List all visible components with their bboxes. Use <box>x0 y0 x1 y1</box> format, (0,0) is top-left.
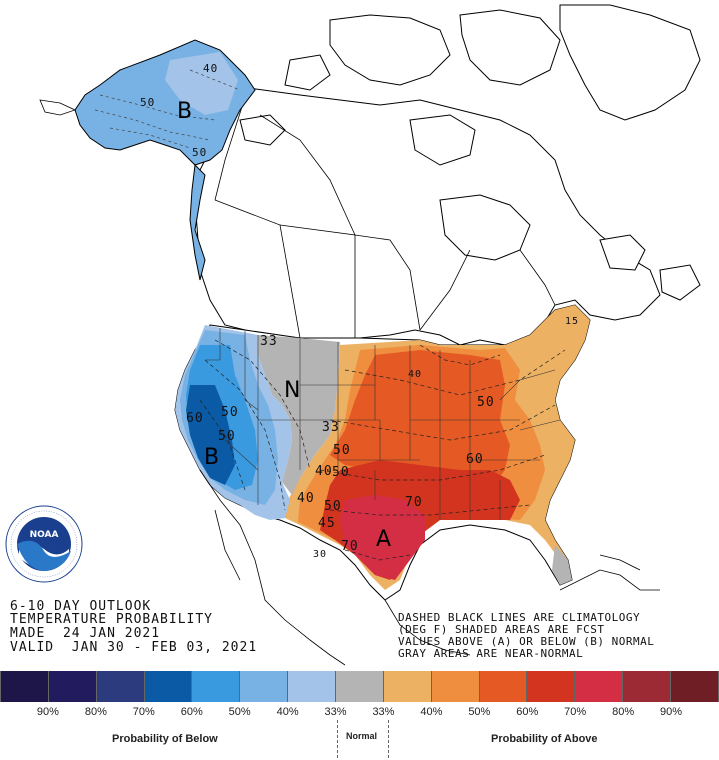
area-label-plains-normal: N <box>284 378 301 403</box>
legend-above-title: Probability of Above <box>491 733 598 745</box>
legend-percent-3: 60% <box>180 706 203 718</box>
legend-swatch-13 <box>623 671 672 702</box>
noaa-logo-text: NOAA <box>30 530 59 540</box>
contour-label: 15 <box>565 316 580 327</box>
contour-label: 50 <box>324 499 342 514</box>
conus <box>174 304 660 666</box>
legend-swatch-11 <box>527 671 576 702</box>
legend-percent-11: 70% <box>564 706 587 718</box>
legend-swatch-14 <box>671 671 719 702</box>
outlook-map <box>39 4 701 666</box>
contour-label: 50 <box>333 443 351 458</box>
contour-label: 50 <box>140 96 156 109</box>
area-label-alaska-below: B <box>177 99 193 124</box>
legend-percent-6: 33% <box>324 706 347 718</box>
legend-swatch-0 <box>0 671 49 702</box>
contour-label: 60 <box>186 411 204 426</box>
contour-label: 45 <box>318 516 336 531</box>
contour-label: 70 <box>341 539 359 554</box>
contour-label: 33 <box>260 334 278 349</box>
contour-label: 50 <box>218 429 236 444</box>
outlook-subtitle: TEMPERATURE PROBABILITY <box>10 612 214 627</box>
legend-percent-1: 80% <box>84 706 107 718</box>
legend-percent-4: 50% <box>228 706 251 718</box>
area-label-west-below: B <box>204 445 220 470</box>
legend-swatch-8 <box>383 671 432 702</box>
legend-percent-10: 60% <box>516 706 539 718</box>
legend-swatch-4 <box>192 671 241 702</box>
canada-landmass <box>194 4 701 346</box>
legend-divider-left <box>337 720 338 758</box>
legend-percent-9: 50% <box>468 706 491 718</box>
contour-label: 33 <box>322 420 340 435</box>
legend-below-title: Probability of Below <box>112 733 218 745</box>
probability-legend <box>0 671 719 702</box>
valid-dates: VALID JAN 30 - FEB 03, 2021 <box>10 640 258 655</box>
legend-normal-title: Normal <box>346 731 378 741</box>
alaska <box>39 39 256 281</box>
legend-percent-8: 40% <box>420 706 443 718</box>
contour-label: 40 <box>297 491 315 506</box>
province-lines <box>214 87 556 339</box>
legend-percent-13: 90% <box>660 706 683 718</box>
climatology-lines <box>199 339 566 561</box>
legend-swatch-7 <box>336 671 384 702</box>
legend-percent-12: 80% <box>612 706 635 718</box>
contour-label: 40 <box>203 62 219 75</box>
legend-swatch-12 <box>575 671 624 702</box>
legend-divider-right <box>388 720 389 758</box>
legend-percent-2: 70% <box>132 706 155 718</box>
note-line-2: (DEG F) SHADED AREAS ARE FCST <box>398 623 605 636</box>
noaa-logo: NOAA <box>5 505 83 583</box>
contour-label: 50 <box>332 465 350 480</box>
note-line-4: GRAY AREAS ARE NEAR-NORMAL <box>398 647 584 660</box>
outlook-title: 6-10 DAY OUTLOOK <box>10 599 152 614</box>
note-line-1: DASHED BLACK LINES ARE CLIMATOLOGY <box>398 611 641 624</box>
contour-label: 30 <box>313 549 328 560</box>
contour-label: 60 <box>466 452 484 467</box>
state-lines <box>205 328 561 520</box>
legend-swatch-5 <box>240 671 289 702</box>
contour-label: 40 <box>408 369 423 380</box>
contour-label: 40 <box>315 464 333 479</box>
contour-label: 50 <box>192 146 208 159</box>
legend-percent-0: 90% <box>36 706 59 718</box>
area-label-texas-above: A <box>376 527 392 552</box>
contour-label: 50 <box>221 405 239 420</box>
legend-swatch-9 <box>431 671 480 702</box>
legend-swatch-3 <box>144 671 193 702</box>
contour-label: 50 <box>477 395 495 410</box>
contour-label: 70 <box>405 495 423 510</box>
made-date: MADE 24 JAN 2021 <box>10 626 161 641</box>
legend-percent-5: 40% <box>276 706 299 718</box>
legend-swatch-2 <box>96 671 145 702</box>
legend-percent-7: 33% <box>372 706 395 718</box>
legend-swatch-6 <box>288 671 337 702</box>
legend-swatch-10 <box>479 671 528 702</box>
note-line-3: VALUES ABOVE (A) OR BELOW (B) NORMAL <box>398 635 655 648</box>
legend-swatch-1 <box>48 671 97 702</box>
